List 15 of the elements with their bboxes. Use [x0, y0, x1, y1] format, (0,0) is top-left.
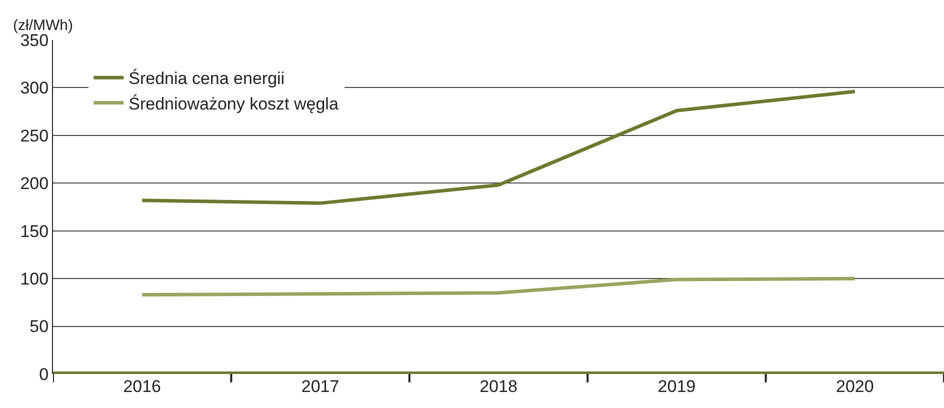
y-tick-label: 150 — [20, 222, 49, 241]
y-tick-label: 200 — [20, 174, 49, 194]
y-tick-label: 100 — [20, 270, 49, 289]
x-tick-label: 2017 — [301, 377, 340, 396]
x-tick-label: 2018 — [480, 377, 518, 396]
line-series — [140, 276, 857, 297]
legend-label: Średnia cena energii — [128, 68, 285, 88]
y-tick-label: 50 — [30, 317, 49, 336]
y-tick-label: 300 — [20, 78, 49, 98]
y-tick-label: 250 — [20, 126, 49, 146]
x-tick-label: 2019 — [658, 377, 696, 396]
legend-label: Średnioważony koszt węgla — [128, 93, 339, 114]
x-tick-label: 2016 — [123, 377, 162, 396]
y-tick-label: 0 — [39, 364, 49, 384]
x-tick-label: 2020 — [836, 377, 874, 396]
